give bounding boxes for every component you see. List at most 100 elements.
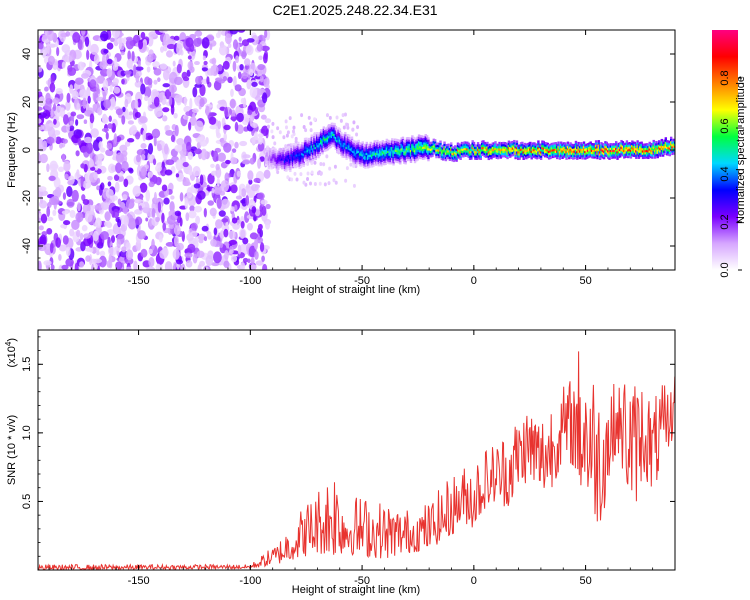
ridge-cell: [416, 140, 419, 144]
ridge-cell: [424, 146, 427, 150]
noise-cell: [128, 126, 138, 135]
noise-cell: [69, 210, 76, 218]
ridge-cell: [542, 153, 545, 157]
ridge-cell: [509, 142, 512, 145]
ridge-cell: [526, 151, 529, 155]
ridge-cell: [384, 158, 387, 161]
ridge-cell: [374, 161, 378, 164]
ridge-cell: [289, 158, 292, 162]
noise-cell: [215, 163, 220, 171]
ridge-cell: [628, 144, 631, 147]
ridge-cell: [411, 137, 414, 140]
ridge-cell: [388, 153, 391, 156]
noise-cell: [105, 188, 114, 199]
ridge-cell: [350, 142, 354, 146]
noise-cell: [52, 103, 57, 112]
noise-cell: [88, 158, 94, 168]
ridge-cell: [463, 141, 466, 144]
ridge-cell: [330, 124, 334, 128]
ridge-cell: [421, 135, 425, 139]
ridge-cell: [389, 142, 393, 145]
noise-cell: [140, 166, 147, 177]
x-tick-label: 50: [579, 575, 591, 587]
ridge-cell: [511, 147, 515, 150]
ridge-cell: [448, 154, 452, 157]
ridge-cell: [294, 165, 297, 169]
noise-cell: [223, 260, 230, 269]
ridge-cell: [534, 143, 537, 146]
ridge-cell: [350, 149, 354, 152]
ridge-cell: [342, 138, 346, 141]
noise-cell: [261, 92, 268, 104]
noise-cell: [44, 86, 49, 92]
noise-cell: [61, 153, 66, 163]
ridge-cell: [356, 153, 359, 156]
ridge-cell: [581, 154, 584, 158]
ridge-cell: [419, 152, 422, 155]
ridge-cell: [362, 148, 366, 151]
ridge-cell: [509, 151, 512, 154]
ridge-cell: [440, 144, 444, 148]
ridge-cell: [546, 144, 549, 148]
ridge-cell: [315, 132, 319, 135]
ridge-cell: [346, 149, 350, 152]
noise-cell: [241, 39, 250, 47]
ridge-cell: [542, 147, 545, 150]
ridge-cell: [275, 150, 279, 154]
noise-cell: [152, 91, 160, 97]
ridge-cell: [558, 144, 562, 147]
noise-cell: [265, 220, 271, 230]
ridge-cell: [450, 150, 453, 154]
ridge-cell: [298, 160, 301, 163]
ridge-cell: [269, 150, 272, 153]
noise-cell: [155, 263, 162, 270]
ridge-cell: [643, 145, 646, 149]
noise-cell: [164, 169, 173, 176]
ridge-cell: [389, 151, 393, 154]
noise-cell: [95, 83, 100, 93]
ridge-cell: [566, 145, 570, 149]
noise-cell: [266, 124, 270, 129]
ridge-cell: [535, 157, 539, 160]
ridge-cell: [439, 151, 442, 154]
noise-cell: [254, 208, 261, 217]
ridge-cell: [307, 137, 311, 141]
ridge-cell: [370, 165, 374, 168]
y-tick-label: 40: [21, 48, 33, 60]
ridge-cell: [644, 143, 647, 146]
noise-cell: [62, 114, 69, 125]
ridge-cell: [409, 143, 413, 146]
ridge-cell: [490, 144, 493, 147]
ridge-cell: [569, 155, 572, 158]
ridge-cell: [421, 155, 425, 158]
ridge-cell: [507, 153, 511, 156]
ridge-cell: [382, 145, 386, 149]
ridge-cell: [374, 148, 378, 151]
ridge-cell: [419, 145, 422, 149]
ridge-cell: [637, 145, 641, 149]
noise-cell: [38, 225, 44, 231]
ridge-cell: [313, 148, 316, 152]
ridge-cell: [361, 158, 364, 161]
noise-cell: [194, 120, 204, 132]
ridge-cell: [617, 155, 621, 159]
ridge-cell: [349, 141, 352, 145]
ridge-cell: [521, 148, 524, 151]
ridge-cell: [344, 151, 347, 154]
ridge-cell: [273, 164, 276, 168]
noise-cell: [248, 179, 253, 185]
noise-cell: [67, 180, 74, 186]
ridge-cell: [502, 141, 505, 145]
ridge-cell: [310, 149, 313, 153]
ridge-cell: [325, 131, 328, 134]
ridge-cell: [399, 144, 402, 148]
ridge-cell: [309, 153, 312, 156]
noise-cell: [57, 166, 65, 173]
ridge-cell: [423, 150, 426, 154]
ridge-cell: [384, 156, 387, 159]
ridge-cell: [584, 144, 587, 147]
ridge-cell: [616, 148, 619, 152]
ridge-cell: [322, 141, 326, 144]
ridge-cell: [273, 147, 276, 150]
ridge-cell: [287, 159, 291, 162]
